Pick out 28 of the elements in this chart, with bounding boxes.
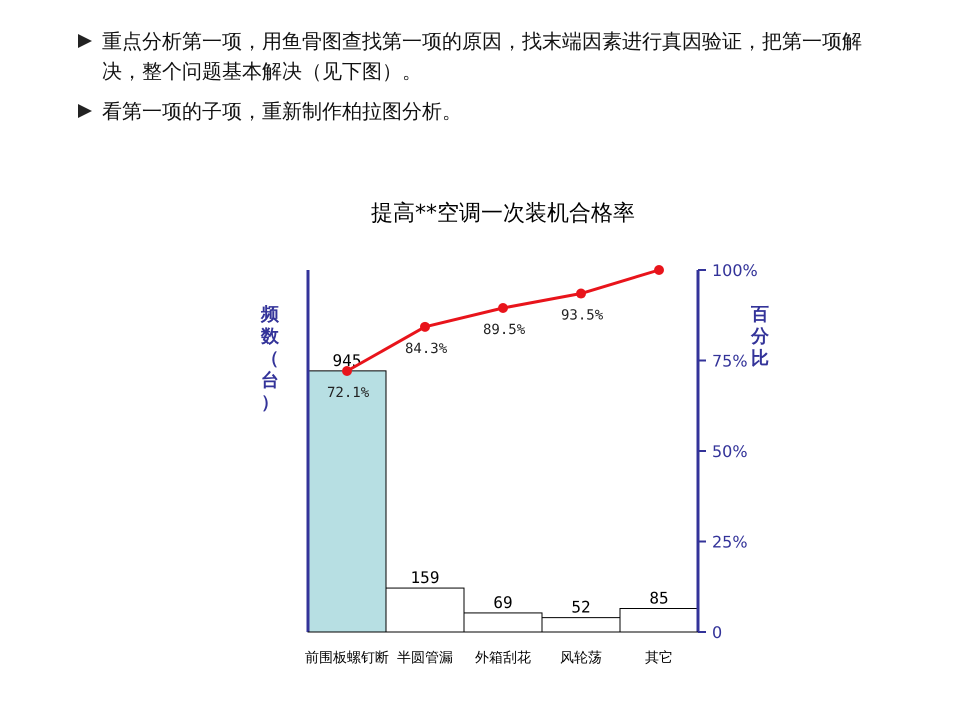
data-label: 159 (410, 568, 440, 588)
point (498, 303, 508, 314)
data-label: 93.5% (561, 308, 604, 324)
data-label: 72.1% (327, 385, 370, 401)
y2-tick-label: 0 (712, 623, 722, 642)
point (654, 265, 664, 275)
x-tick-label: 半圆管漏 (397, 650, 453, 666)
y2-tick-label: 50% (712, 442, 748, 461)
data-label: 85 (649, 588, 669, 608)
point (420, 322, 430, 332)
y2-tick-label: 75% (712, 352, 748, 370)
y2-axis-title: 百分比 (750, 304, 770, 369)
y2-tick-label: 100% (712, 261, 758, 280)
point (342, 366, 352, 376)
y-axis-title: 频数（台） (260, 304, 280, 413)
data-label: 69 (493, 592, 513, 612)
data-label: 84.3% (405, 340, 448, 357)
data-label: 89.5% (483, 322, 526, 338)
text: 看第一项的子项，重新制作柏拉图分析。 (102, 99, 462, 123)
x-tick-label: 前围板螺钉断 (305, 650, 389, 666)
x-tick-label: 风轮荡 (560, 650, 602, 666)
text: 重点分析第一项，用鱼骨图查找第一项的原因，找末端因素进行真因验证，把第一项解决，整个问题基本解决（见下图）。 (102, 29, 862, 83)
y2-tick-label: 25% (712, 532, 748, 552)
chart-title: 提高**空调一次装机合格率 (371, 201, 635, 226)
x-tick-label: 外箱刮花 (475, 650, 531, 666)
x-tick-label: 其它 (645, 650, 673, 666)
data-label: 52 (571, 598, 591, 617)
point (576, 288, 586, 299)
